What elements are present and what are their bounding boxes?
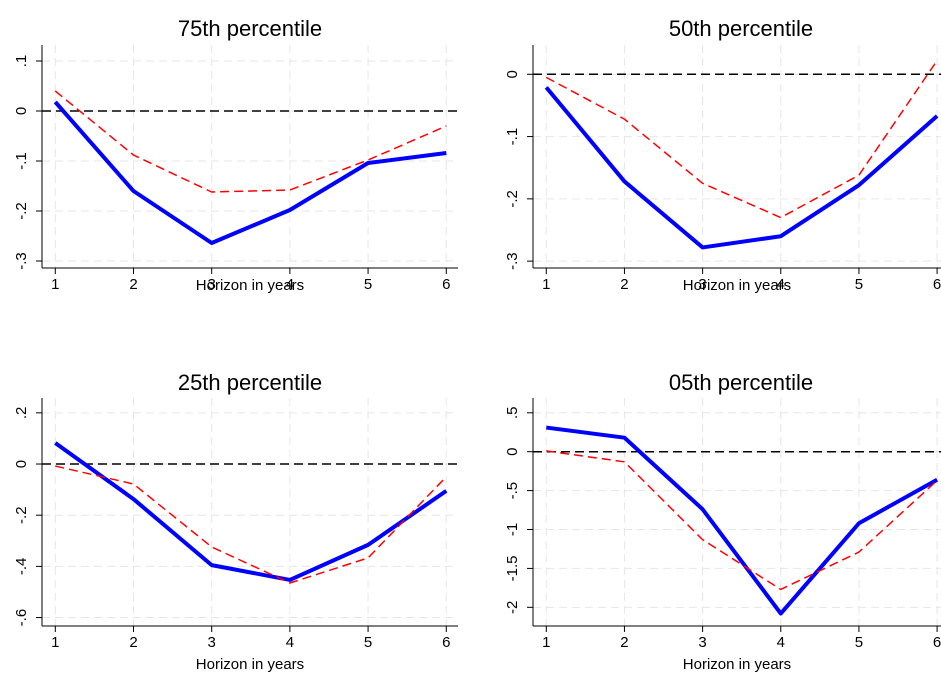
y-tick-label: -.3 bbox=[504, 252, 521, 270]
x-tick-label: 3 bbox=[208, 276, 216, 293]
y-tick-label: 0 bbox=[504, 448, 521, 456]
y-tick-label: -.6 bbox=[13, 609, 30, 627]
series-line bbox=[55, 465, 447, 584]
series-line bbox=[53, 100, 447, 245]
x-tick-label: 6 bbox=[933, 276, 941, 293]
y-tick-label: -.2 bbox=[13, 506, 30, 524]
series-line bbox=[54, 441, 448, 582]
y-tick-label: -.2 bbox=[504, 190, 521, 208]
series-line bbox=[546, 425, 939, 616]
y-tick-label: -.5 bbox=[504, 482, 521, 500]
series-line bbox=[544, 86, 939, 250]
y-tick-label: -2 bbox=[504, 601, 521, 614]
x-tick-label: 4 bbox=[777, 634, 785, 651]
x-tick-label: 6 bbox=[933, 634, 941, 651]
y-tick-label: 0 bbox=[13, 107, 30, 115]
x-axis-label: Horizon in years bbox=[196, 277, 304, 294]
x-tick-label: 5 bbox=[364, 634, 372, 651]
panel: 25th percentile -.6 -.4 -.2 0 .2 1 2 3 4 5 6 Horizon… bbox=[13, 370, 458, 673]
x-tick-label: 4 bbox=[286, 276, 294, 293]
x-tick-label: 5 bbox=[855, 634, 863, 651]
x-axis-label: Horizon in years bbox=[196, 656, 304, 673]
panel: 05th percentile -2 -1.5 -1 -.5 0 .5 1 2 3 4 5 6 Horiz… bbox=[504, 370, 941, 673]
y-tick-label: .2 bbox=[13, 407, 30, 420]
x-tick-label: 5 bbox=[364, 276, 372, 293]
chart-title: 50th percentile bbox=[669, 16, 813, 41]
x-tick-label: 2 bbox=[620, 276, 628, 293]
y-tick-label: -.2 bbox=[13, 202, 30, 220]
x-tick-label: 6 bbox=[442, 634, 450, 651]
x-axis-label: Horizon in years bbox=[683, 656, 791, 673]
x-tick-label: 1 bbox=[51, 634, 59, 651]
x-tick-label: 3 bbox=[208, 634, 216, 651]
y-tick-label: -.1 bbox=[504, 128, 521, 146]
x-axis-label: Horizon in years bbox=[683, 277, 791, 294]
chart-title: 25th percentile bbox=[178, 370, 322, 395]
x-tick-label: 5 bbox=[855, 276, 863, 293]
y-tick-label: .5 bbox=[504, 407, 521, 420]
y-tick-label: -1.5 bbox=[504, 555, 521, 581]
series-line bbox=[54, 90, 447, 193]
x-tick-label: 3 bbox=[698, 276, 706, 293]
y-tick-label: 0 bbox=[13, 460, 30, 468]
x-tick-label: 3 bbox=[698, 634, 706, 651]
y-tick-label: -1 bbox=[504, 523, 521, 536]
panel: 50th percentile -.3 -.2 -.1 0 1 2 3 4 5 6 Horizon i… bbox=[504, 16, 941, 294]
x-tick-label: 2 bbox=[129, 634, 137, 651]
x-tick-label: 2 bbox=[129, 276, 137, 293]
panel: 75th percentile -.3 -.2 -.1 0 .1 1 2 3 4 5 6 Horizon… bbox=[13, 16, 458, 294]
x-tick-label: 4 bbox=[777, 276, 785, 293]
y-tick-label: -.4 bbox=[13, 558, 30, 576]
chart-title: 05th percentile bbox=[669, 370, 813, 395]
x-tick-label: 6 bbox=[442, 276, 450, 293]
y-tick-label: -.1 bbox=[13, 152, 30, 170]
x-tick-label: 1 bbox=[542, 276, 550, 293]
x-tick-label: 1 bbox=[542, 634, 550, 651]
series-line bbox=[545, 60, 938, 219]
chart-title: 75th percentile bbox=[178, 16, 322, 41]
y-tick-label: 0 bbox=[504, 70, 521, 78]
x-tick-label: 1 bbox=[51, 276, 59, 293]
series-line bbox=[546, 450, 938, 591]
x-tick-label: 4 bbox=[286, 634, 294, 651]
x-tick-label: 2 bbox=[620, 634, 628, 651]
y-tick-label: -.3 bbox=[13, 252, 30, 270]
y-tick-label: .1 bbox=[13, 55, 30, 68]
